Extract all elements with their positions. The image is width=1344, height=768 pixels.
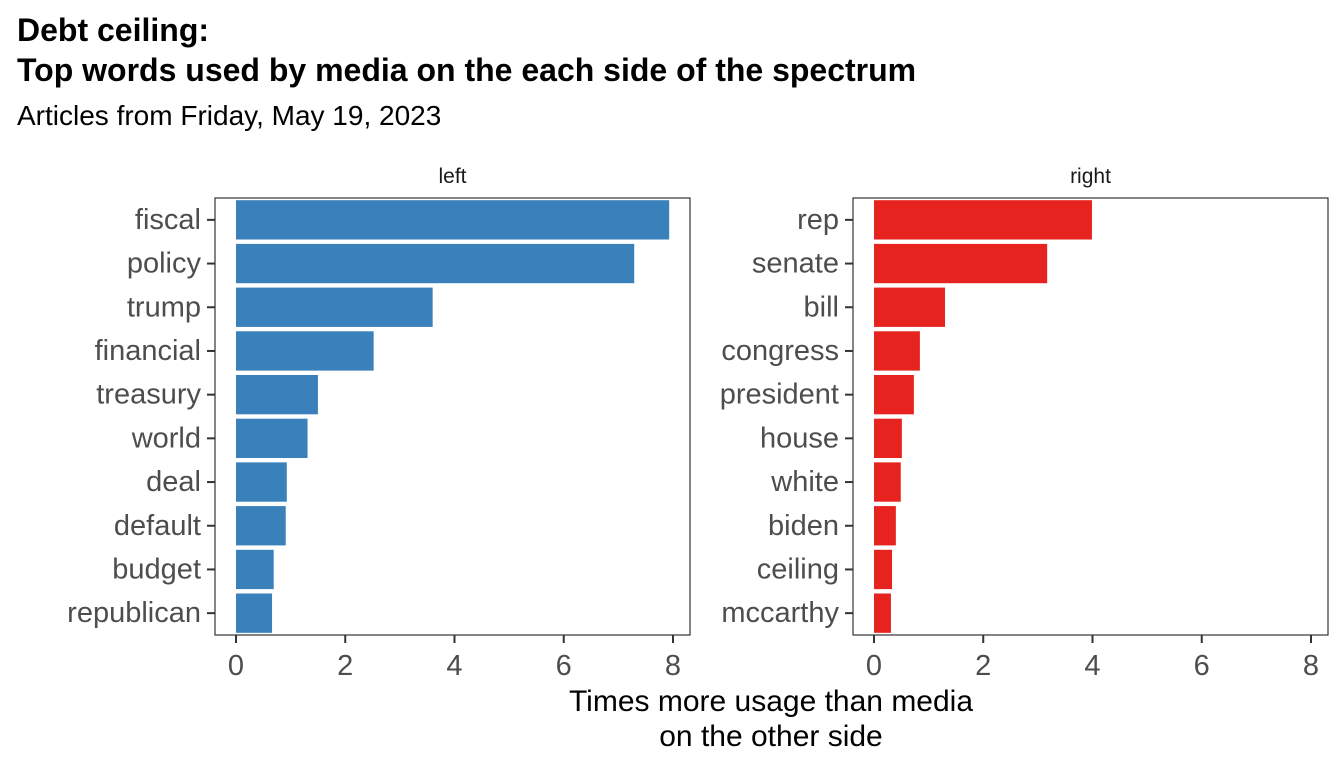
panel-left-bar-treasury [236,374,318,415]
panel-right-bar-rep [874,200,1092,240]
panel-left-x-tick-label: 0 [228,650,244,682]
panel-left-bar-fiscal [236,200,670,240]
panel-left-y-tick-label: default [114,510,201,542]
panel-right-bar-president [874,374,914,415]
panel-left-strip-label: left [438,165,466,188]
panel-right-border [852,197,1329,636]
panel-left-y-tick-label: budget [112,553,201,585]
panel-right-y-tick-label: senate [752,248,839,280]
panel-left-bar-financial [236,331,374,371]
panel-right-bar-bill [874,287,946,327]
panel-left-x-tick-label: 8 [665,650,681,682]
chart-title-line-1: Debt ceiling: [17,12,210,48]
panel-right-bar-ceiling [874,549,893,590]
panel-right-bar-house [874,418,902,459]
panel-right-bar-white [874,462,901,502]
panel-left-bar-policy [236,243,635,284]
panel-right-y-tick-label: white [770,466,839,498]
panel-right-y-tick-label: mccarthy [721,597,839,629]
panel-left-y-tick-label: financial [95,335,201,367]
panel-left-y-tick-label: policy [127,248,202,280]
panel-right-x-tick-label: 2 [975,650,991,682]
panel-right-y-tick-label: president [720,379,839,411]
panel-right-y-tick-label: ceiling [757,553,839,585]
panel-left-y-tick-label: treasury [96,379,201,411]
panel-right-y-tick-label: rep [797,204,839,236]
chart-subtitle: Articles from Friday, May 19, 2023 [17,100,442,131]
panel-left-y-tick-label: deal [146,466,201,498]
panel-right-y-tick-label: congress [721,335,839,367]
x-axis-label-line-1: Times more usage than media [569,685,973,718]
panel-right-bar-mccarthy [874,593,891,633]
panel-right-x-tick-label: 6 [1194,650,1210,682]
panel-right-bar-congress [874,331,920,371]
panel-left-x-tick-label: 6 [556,650,572,682]
panel-left-y-tick-label: fiscal [135,204,201,236]
panel-right-y-tick-label: house [760,422,839,454]
panel-left-bar-world [236,418,308,459]
panel-left-border [214,197,691,636]
panel-left-bar-budget [236,549,274,590]
panel-right-bar-senate [874,243,1048,284]
panel-left-bar-default [236,506,286,546]
panel-right-y-tick-label: biden [768,510,839,542]
panel-left-bar-trump [236,287,433,327]
panel-left-x-tick-label: 4 [446,650,462,682]
panel-right-bar-biden [874,506,896,546]
chart-title-line-2: Top words used by media on the each side… [17,52,917,88]
panel-right-x-tick-label: 4 [1084,650,1100,682]
panel-left-y-tick-label: world [131,422,201,454]
panel-left-bar-deal [236,462,287,502]
chart-title: Debt ceiling: Top words used by media on… [17,10,916,90]
panel-right-x-tick-label: 8 [1303,650,1319,682]
panel-left-x-tick-label: 2 [337,650,353,682]
panel-left-y-tick-label: republican [67,597,201,629]
panel-left-bar-republican [236,593,273,633]
panel-right-y-tick-label: bill [804,291,839,323]
x-axis-label-line-2: on the other side [659,720,883,753]
panel-right-strip-label: right [1070,165,1111,188]
panel-left-y-tick-label: trump [127,291,201,323]
panel-right-x-tick-label: 0 [866,650,882,682]
